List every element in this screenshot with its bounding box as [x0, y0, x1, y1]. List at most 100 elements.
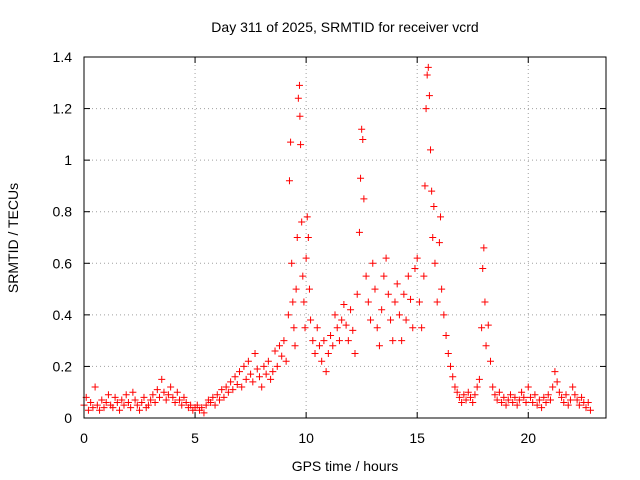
data-point — [431, 259, 439, 267]
data-point — [242, 375, 250, 383]
data-point — [427, 146, 435, 154]
data-point — [506, 391, 514, 399]
data-point — [387, 316, 395, 324]
data-point — [355, 228, 363, 236]
data-point — [469, 399, 477, 407]
data-point — [422, 105, 430, 113]
data-point — [353, 290, 361, 298]
data-point — [428, 187, 436, 195]
data-point — [433, 298, 441, 306]
data-point — [282, 357, 290, 365]
y-tick-label: 0.4 — [53, 307, 73, 323]
chart-title: Day 311 of 2025, SRMTID for receiver vcr… — [211, 19, 478, 35]
data-point — [404, 272, 412, 280]
data-point — [218, 386, 226, 394]
data-point — [380, 272, 388, 280]
data-point — [373, 324, 381, 332]
data-point — [109, 404, 117, 412]
data-point — [140, 393, 148, 401]
data-point — [413, 254, 421, 262]
data-point — [96, 406, 104, 414]
data-point — [235, 368, 243, 376]
data-point — [120, 401, 128, 409]
data-point — [471, 391, 479, 399]
grid-layer — [84, 57, 606, 418]
data-point — [87, 399, 95, 407]
data-points-layer — [80, 63, 594, 417]
data-point — [335, 337, 343, 345]
data-point — [484, 321, 492, 329]
data-point — [309, 337, 317, 345]
data-point — [573, 396, 581, 404]
data-point — [437, 213, 445, 221]
data-point — [491, 391, 499, 399]
data-point — [511, 393, 519, 401]
data-point — [423, 71, 431, 79]
data-point — [429, 234, 437, 241]
data-point — [362, 272, 370, 280]
data-point — [513, 401, 521, 409]
data-point — [371, 285, 379, 293]
data-point — [482, 342, 490, 350]
data-point — [438, 285, 446, 293]
data-point — [262, 370, 270, 378]
data-point — [136, 406, 144, 414]
data-point — [288, 259, 296, 267]
data-point — [202, 401, 210, 409]
data-point — [93, 401, 101, 409]
data-point — [187, 401, 195, 409]
data-point — [391, 298, 399, 306]
data-point — [144, 401, 152, 409]
y-tick-label: 1 — [64, 152, 72, 168]
data-point — [329, 342, 337, 350]
data-point — [315, 342, 323, 350]
data-point — [558, 393, 566, 401]
data-point — [258, 383, 266, 391]
data-point — [200, 409, 208, 417]
data-point — [318, 357, 326, 365]
data-point — [442, 331, 450, 339]
data-point — [215, 396, 223, 404]
data-point — [251, 350, 259, 358]
data-point — [418, 324, 426, 332]
data-point — [111, 393, 119, 401]
data-point — [364, 298, 372, 306]
data-point — [486, 357, 494, 365]
data-point — [292, 285, 300, 293]
data-point — [307, 316, 315, 324]
data-point — [481, 298, 489, 306]
data-point — [178, 401, 186, 409]
data-point — [479, 264, 487, 272]
data-point — [224, 388, 232, 396]
data-point — [409, 324, 417, 332]
data-point — [384, 290, 392, 298]
data-point — [515, 396, 523, 404]
data-point — [342, 321, 350, 329]
data-point — [435, 239, 443, 247]
data-point — [280, 337, 288, 345]
data-point — [493, 396, 501, 404]
data-point — [299, 272, 307, 280]
data-point — [393, 280, 401, 288]
data-point — [489, 383, 497, 391]
data-point — [287, 138, 295, 146]
data-point — [357, 174, 365, 182]
data-point — [478, 324, 486, 332]
x-tick-label: 0 — [80, 430, 88, 446]
data-point — [327, 331, 335, 339]
data-point — [535, 396, 543, 404]
data-point — [275, 342, 283, 350]
data-point — [284, 311, 292, 319]
data-point — [455, 393, 463, 401]
data-point — [264, 357, 272, 365]
data-point — [424, 63, 432, 71]
data-point — [524, 383, 532, 391]
data-point — [464, 388, 472, 396]
y-tick-label: 0.6 — [53, 255, 73, 271]
data-point — [453, 388, 461, 396]
data-point — [338, 316, 346, 324]
data-point — [531, 391, 539, 399]
data-point — [320, 337, 328, 345]
data-point — [351, 350, 359, 358]
data-point — [198, 404, 206, 412]
